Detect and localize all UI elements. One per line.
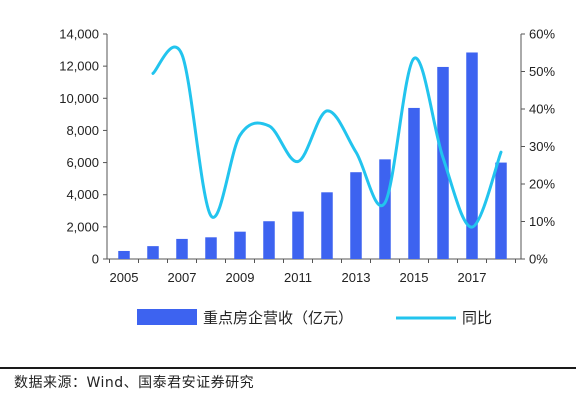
divider: [0, 367, 576, 369]
bar: [495, 162, 507, 259]
y-left-tick-label: 2,000: [66, 219, 99, 234]
bar: [205, 237, 217, 259]
y-right-tick-label: 40%: [529, 102, 555, 117]
x-tick-label: 2013: [342, 270, 371, 285]
legend-label-line: 同比: [462, 309, 492, 327]
legend-swatch-bar: [137, 309, 197, 325]
bar: [321, 192, 333, 259]
y-right-tick-label: 60%: [529, 27, 555, 42]
bar: [379, 159, 391, 259]
y-right-tick-label: 50%: [529, 64, 555, 79]
source-note: 数据来源：Wind、国泰君安证券研究: [14, 375, 255, 391]
bar: [176, 238, 188, 259]
bar: [147, 246, 159, 259]
y-left-tick-label: 14,000: [59, 27, 99, 42]
y-left-tick-label: 6,000: [66, 155, 99, 170]
bar: [437, 66, 449, 259]
x-tick-label: 2009: [226, 270, 255, 285]
y-left-tick-label: 0: [92, 252, 99, 267]
series-line-yoy: [151, 45, 503, 229]
y-left-tick-label: 4,000: [66, 187, 99, 202]
chart: 0 2,000 4,000 6,000 8,000 10,000 12,000 14,000 0…: [59, 27, 555, 328]
bar: [466, 52, 478, 259]
y-right-tick-label: 30%: [529, 139, 555, 154]
y-right-tick-label: 0%: [529, 252, 548, 267]
x-tick-label: 2007: [168, 270, 197, 285]
bar: [292, 211, 304, 259]
bar: [350, 172, 362, 259]
bar: [263, 221, 275, 259]
x-tick-label: 2005: [110, 270, 139, 285]
bar: [408, 107, 420, 259]
y-right-tick-label: 10%: [529, 214, 555, 229]
y-left-tick-label: 12,000: [59, 59, 99, 74]
y-right-tick-label: 20%: [529, 177, 555, 192]
y-left-tick-label: 10,000: [59, 91, 99, 106]
bar: [234, 231, 246, 259]
x-tick-label: 2017: [458, 270, 487, 285]
x-tick-label: 2011: [284, 270, 312, 285]
y-left-tick-label: 8,000: [66, 123, 99, 138]
x-tick-label: 2015: [400, 270, 429, 285]
bar: [118, 250, 130, 259]
legend-label-bar: 重点房企营收（亿元）: [203, 309, 353, 327]
